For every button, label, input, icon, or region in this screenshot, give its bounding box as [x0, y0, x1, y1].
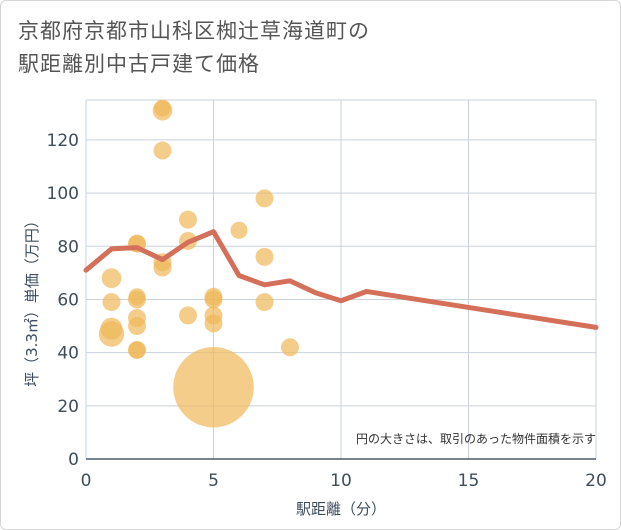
- scatter-point: [102, 293, 121, 312]
- x-tick-label: 10: [330, 471, 352, 491]
- scatter-point: [179, 306, 197, 325]
- y-tick-label: 0: [68, 450, 79, 470]
- scatter-point: [179, 210, 197, 229]
- chart-title: 京都府京都市山科区椥辻草海道町の 駅距離別中古戸建て価格: [18, 15, 370, 81]
- scatter-point: [100, 317, 123, 340]
- scatter-point: [281, 338, 299, 357]
- scatter-point: [153, 141, 172, 160]
- y-axis-label: 坪（3.3㎡）単価（万円）: [23, 213, 41, 387]
- y-tick-label: 100: [47, 184, 79, 204]
- scatter-point: [255, 189, 274, 208]
- x-tick-label: 20: [585, 471, 607, 491]
- grid-lines: [85, 99, 597, 460]
- size-legend-note: 円の大きさは、取引のあった物件面積を示す: [356, 431, 596, 446]
- scatter-point: [128, 288, 146, 306]
- scatter-point: [230, 221, 248, 239]
- trend-line-group: [83, 229, 599, 330]
- scatter-point: [255, 293, 274, 312]
- average-price-line: [83, 229, 599, 330]
- x-tick-label: 15: [458, 471, 480, 491]
- scatter-point: [153, 99, 172, 117]
- chart-title-line-2: 駅距離別中古戸建て価格: [18, 52, 260, 76]
- y-tick-label: 60: [57, 290, 79, 310]
- scatter-point: [204, 287, 223, 306]
- scatter-point: [101, 268, 122, 289]
- y-tick-label: 80: [57, 237, 79, 257]
- scatter-points: [98, 99, 299, 428]
- x-axis-ticks: 0 5 10 15 20: [81, 471, 607, 491]
- y-tick-label: 40: [57, 344, 79, 364]
- scatter-point: [128, 309, 146, 328]
- scatter-point: [173, 346, 254, 428]
- y-axis-ticks: 0 20 40 60 80 100 120: [47, 131, 79, 470]
- scatter-point: [128, 341, 146, 359]
- chart-title-line-1: 京都府京都市山科区椥辻草海道町の: [18, 19, 370, 43]
- x-axis-label: 駅距離（分）: [296, 500, 386, 518]
- scatter-point: [204, 306, 223, 325]
- x-tick-label: 5: [208, 471, 219, 491]
- y-tick-label: 120: [47, 131, 79, 151]
- scatter-point: [255, 247, 274, 266]
- x-tick-label: 0: [81, 471, 92, 491]
- y-tick-label: 20: [57, 397, 79, 417]
